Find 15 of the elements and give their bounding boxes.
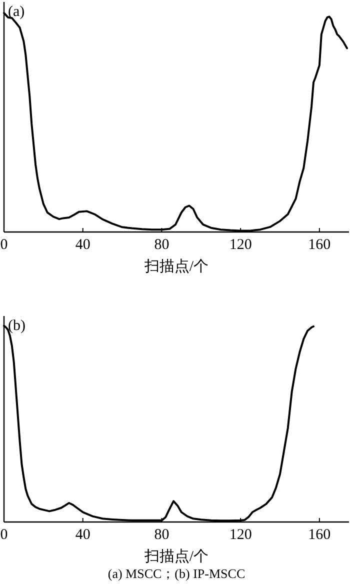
x-tick-label: 0 bbox=[0, 527, 8, 543]
text: (a) MSCC；(b) IP-MSCC bbox=[108, 566, 246, 581]
x-tick-label: 40 bbox=[75, 527, 90, 543]
x-axis-title: 扫描点/个 bbox=[143, 258, 209, 275]
x-tick-label: 120 bbox=[229, 527, 252, 543]
x-tick-label: 80 bbox=[154, 527, 170, 543]
chart-title: (a) bbox=[8, 4, 25, 20]
chart-title: (b) bbox=[8, 318, 26, 334]
x-tick-label: 0 bbox=[0, 237, 8, 253]
x-tick-label: 40 bbox=[75, 237, 90, 253]
x-tick-label: 120 bbox=[229, 237, 252, 253]
x-tick-label: 80 bbox=[154, 237, 170, 253]
x-tick-label: 160 bbox=[308, 237, 331, 253]
x-tick-label: 160 bbox=[308, 527, 331, 543]
x-axis-title: 扫描点/个 bbox=[143, 548, 209, 565]
